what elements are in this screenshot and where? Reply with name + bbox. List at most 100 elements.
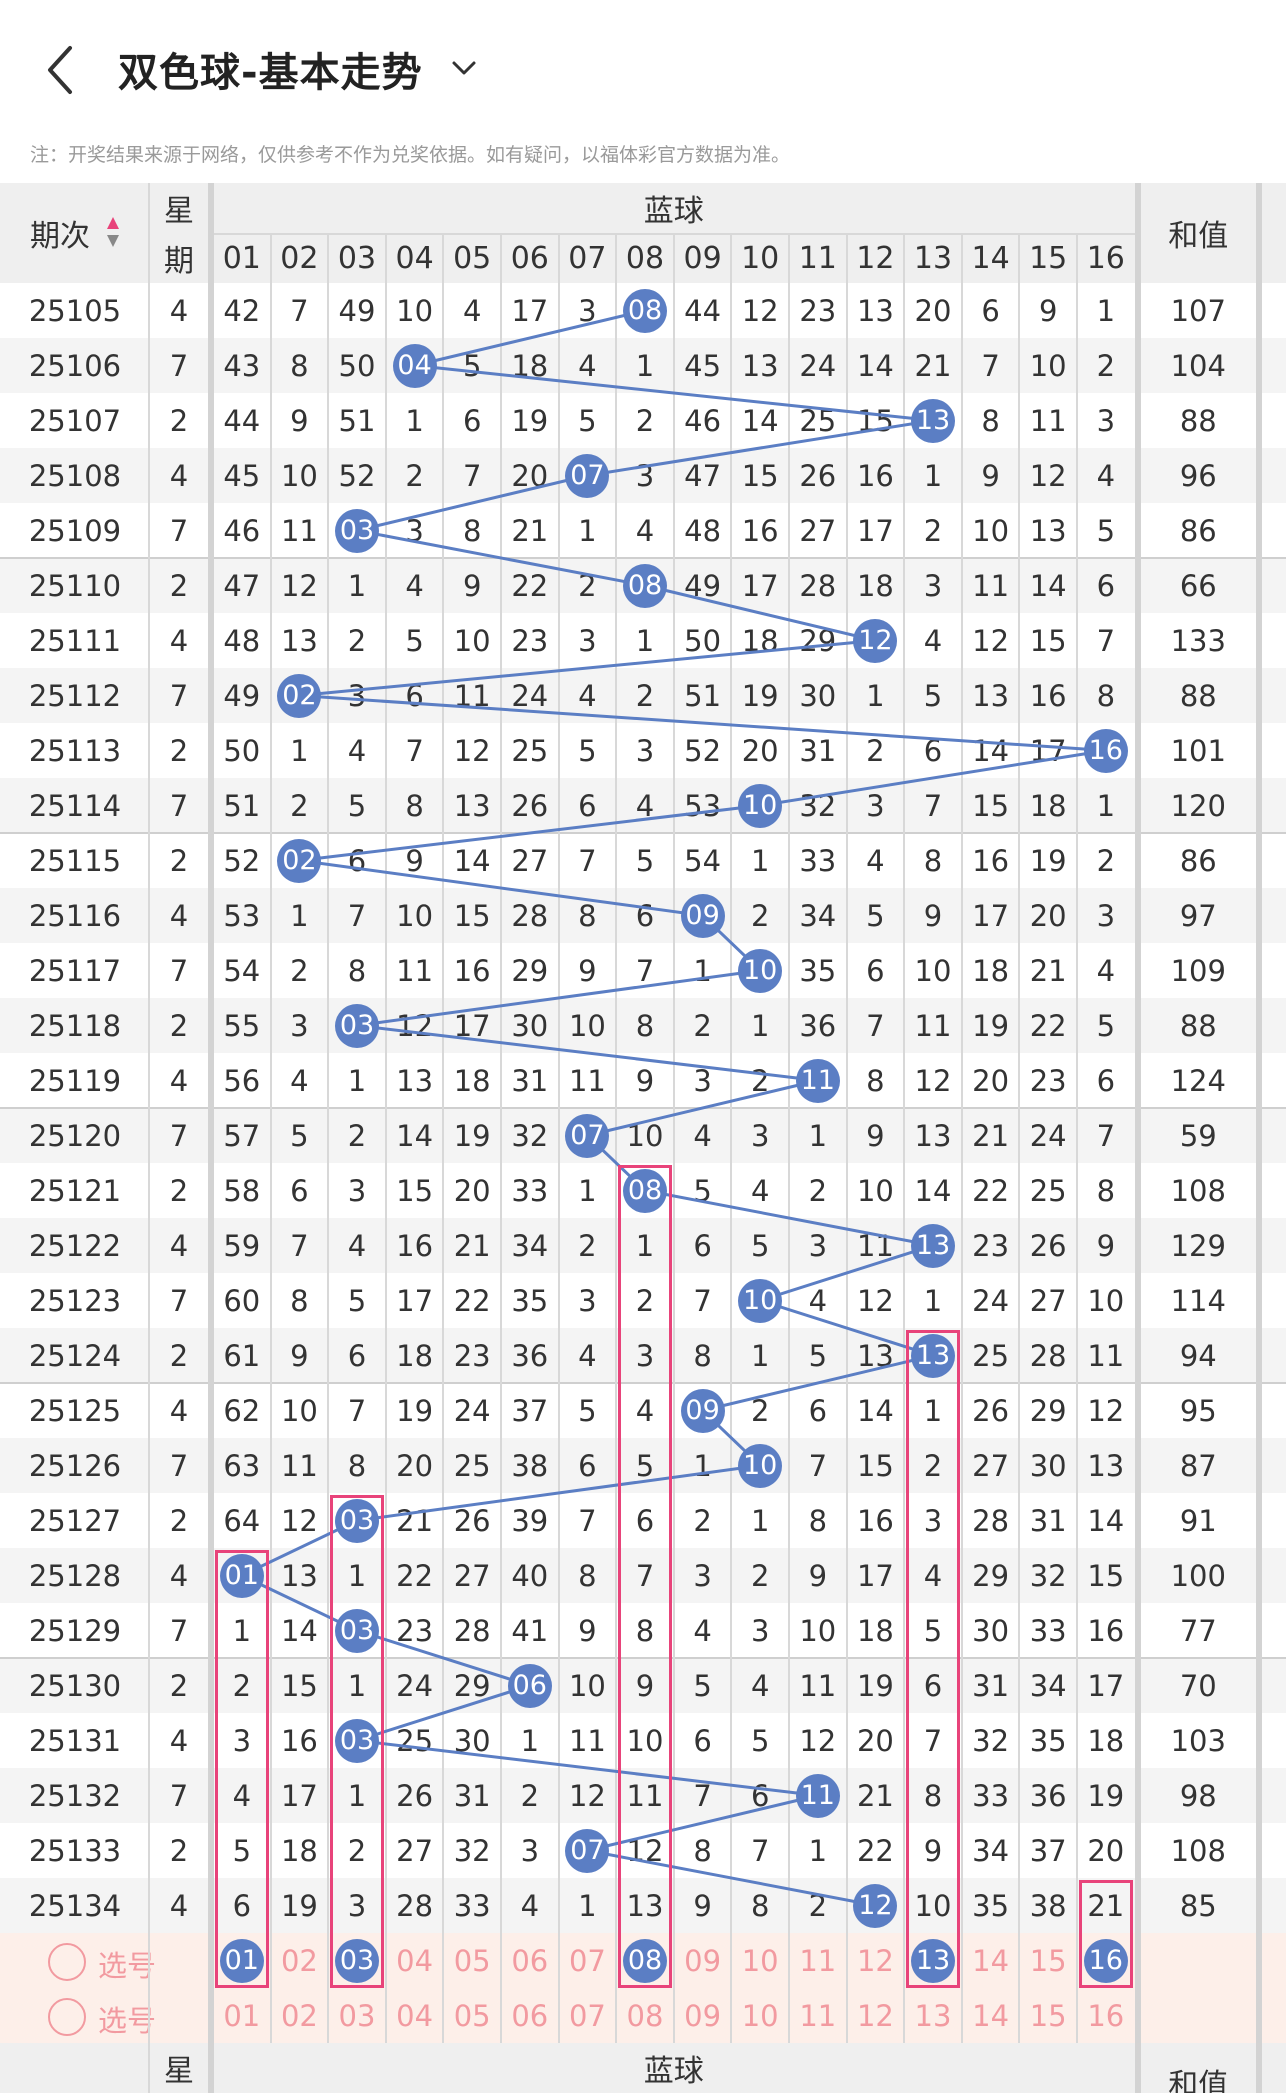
miss-count-cell: 43 xyxy=(223,348,261,383)
pick-number[interactable]: 03 xyxy=(338,1998,376,2033)
miss-count-cell: 33 xyxy=(972,1778,1010,1813)
back-button[interactable] xyxy=(40,42,80,98)
pick-number[interactable]: 07 xyxy=(568,1998,606,2033)
pick-number[interactable]: 13 xyxy=(914,1998,952,2033)
pick-number[interactable]: 14 xyxy=(972,1998,1010,2033)
weekday-cell: 2 xyxy=(169,1833,189,1868)
miss-count-cell: 41 xyxy=(511,1613,549,1648)
miss-count-cell: 20 xyxy=(856,1723,894,1758)
pick-number[interactable]: 01 xyxy=(223,1998,261,2033)
miss-count-cell: 27 xyxy=(396,1833,434,1868)
miss-count-cell: 2 xyxy=(866,733,885,768)
miss-count-cell: 47 xyxy=(223,568,261,603)
selected-number-ball[interactable]: 03 xyxy=(335,1938,379,1983)
miss-count-cell: 14 xyxy=(396,1118,434,1153)
miss-count-cell: 2 xyxy=(347,623,367,658)
weekday-cell: 2 xyxy=(169,843,189,878)
miss-count-cell: 4 xyxy=(232,1778,252,1813)
selected-number-ball[interactable]: 13 xyxy=(911,1938,955,1983)
pick-number[interactable]: 07 xyxy=(568,1943,606,1978)
pick-number[interactable]: 15 xyxy=(1029,1998,1067,2033)
group-divider xyxy=(0,1382,1286,1384)
column-group-blue-ball: 蓝球 xyxy=(643,194,704,229)
pick-number[interactable]: 16 xyxy=(1087,1998,1125,2033)
miss-count-cell: 18 xyxy=(1087,1723,1125,1758)
disclaimer-note: 注：开奖结果来源于网络，仅供参考不作为兑奖依据。如有疑问，以福体彩官方数据为准。 xyxy=(30,144,791,166)
miss-count-cell: 22 xyxy=(972,1173,1010,1208)
selected-number-ball[interactable]: 08 xyxy=(623,1938,667,1983)
pick-number[interactable]: 09 xyxy=(684,1998,722,2033)
pick-number[interactable]: 14 xyxy=(972,1943,1010,1978)
miss-count-cell: 5 xyxy=(635,843,655,878)
miss-count-cell: 64 xyxy=(223,1503,261,1538)
pick-number[interactable]: 02 xyxy=(280,1998,318,2033)
miss-count-cell: 45 xyxy=(684,348,722,383)
pick-row-label[interactable]: 选号 xyxy=(98,2004,157,2038)
pick-number[interactable]: 06 xyxy=(511,1943,549,1978)
footer-group-blue-ball: 蓝球 xyxy=(643,2054,704,2089)
pick-number[interactable]: 12 xyxy=(856,1998,894,2033)
miss-count-cell: 5 xyxy=(578,403,597,438)
title-dropdown-button[interactable] xyxy=(450,55,478,81)
miss-count-cell: 13 xyxy=(1029,513,1067,548)
pick-number[interactable]: 06 xyxy=(511,1998,549,2033)
pick-number[interactable]: 05 xyxy=(453,1943,491,1978)
table-footer-header xyxy=(0,2043,1286,2093)
footer-sum: 和值 xyxy=(1168,2068,1229,2093)
miss-count-cell: 15 xyxy=(972,788,1010,823)
issue-cell: 25106 xyxy=(28,348,122,383)
pick-number[interactable]: 15 xyxy=(1029,1943,1067,1978)
miss-count-cell: 1 xyxy=(520,1723,540,1758)
column-header-issue[interactable]: 期次 xyxy=(30,219,90,254)
miss-count-cell: 13 xyxy=(280,623,318,658)
radio-circle[interactable] xyxy=(48,1943,86,1981)
miss-count-cell: 11 xyxy=(972,568,1010,603)
pick-number[interactable]: 04 xyxy=(396,1998,434,2033)
page-title[interactable]: 双色球-基本走势 xyxy=(118,50,423,96)
miss-count-cell: 20 xyxy=(1087,1833,1125,1868)
sort-icon[interactable] xyxy=(106,215,120,249)
pick-number[interactable]: 02 xyxy=(280,1943,318,1978)
pick-number[interactable]: 10 xyxy=(741,1998,779,2033)
blue-ball-hit: 02 xyxy=(277,673,322,718)
miss-count-cell: 4 xyxy=(635,513,655,548)
pick-number[interactable]: 12 xyxy=(856,1943,894,1978)
miss-count-cell: 13 xyxy=(1087,1448,1125,1483)
issue-cell: 25114 xyxy=(28,788,122,823)
miss-count-cell: 60 xyxy=(223,1283,261,1318)
miss-count-cell: 35 xyxy=(972,1888,1010,1923)
selected-number-ball[interactable]: 01 xyxy=(219,1938,264,1983)
miss-count-cell: 8 xyxy=(693,1338,712,1373)
pick-number[interactable]: 05 xyxy=(453,1998,491,2033)
miss-count-cell: 5 xyxy=(1096,1008,1116,1043)
vline xyxy=(960,233,963,2043)
row-stripe xyxy=(0,1878,1286,1933)
sum-cell: 108 xyxy=(1170,1173,1226,1208)
radio-circle[interactable] xyxy=(48,1998,86,2036)
weekday-cell: 7 xyxy=(169,1448,189,1483)
miss-count-cell: 3 xyxy=(693,1063,712,1098)
vline xyxy=(557,233,560,2043)
miss-count-cell: 5 xyxy=(635,1448,655,1483)
pick-number[interactable]: 10 xyxy=(741,1943,779,1978)
miss-count-cell: 23 xyxy=(972,1228,1010,1263)
issue-cell: 25115 xyxy=(28,843,122,878)
miss-count-cell: 33 xyxy=(511,1173,549,1208)
blue-ball-hit: 13 xyxy=(911,398,955,443)
pick-number[interactable]: 04 xyxy=(396,1943,434,1978)
miss-count-cell: 11 xyxy=(568,1723,606,1758)
vline xyxy=(845,233,848,2043)
miss-count-cell: 24 xyxy=(1029,1118,1067,1153)
miss-count-cell: 15 xyxy=(280,1668,318,1703)
pick-number[interactable]: 08 xyxy=(626,1998,664,2033)
pick-number[interactable]: 09 xyxy=(684,1943,722,1978)
pick-number[interactable]: 11 xyxy=(799,1943,837,1978)
pick-row-label[interactable]: 选号 xyxy=(98,1949,157,1983)
highlight-box xyxy=(330,1495,384,1988)
weekday-cell: 7 xyxy=(169,513,189,548)
pick-number[interactable]: 11 xyxy=(799,1998,837,2033)
sum-cell: 101 xyxy=(1170,733,1226,768)
miss-count-cell: 7 xyxy=(866,1008,885,1043)
miss-count-cell: 39 xyxy=(511,1503,549,1538)
selected-number-ball[interactable]: 16 xyxy=(1083,1938,1128,1983)
